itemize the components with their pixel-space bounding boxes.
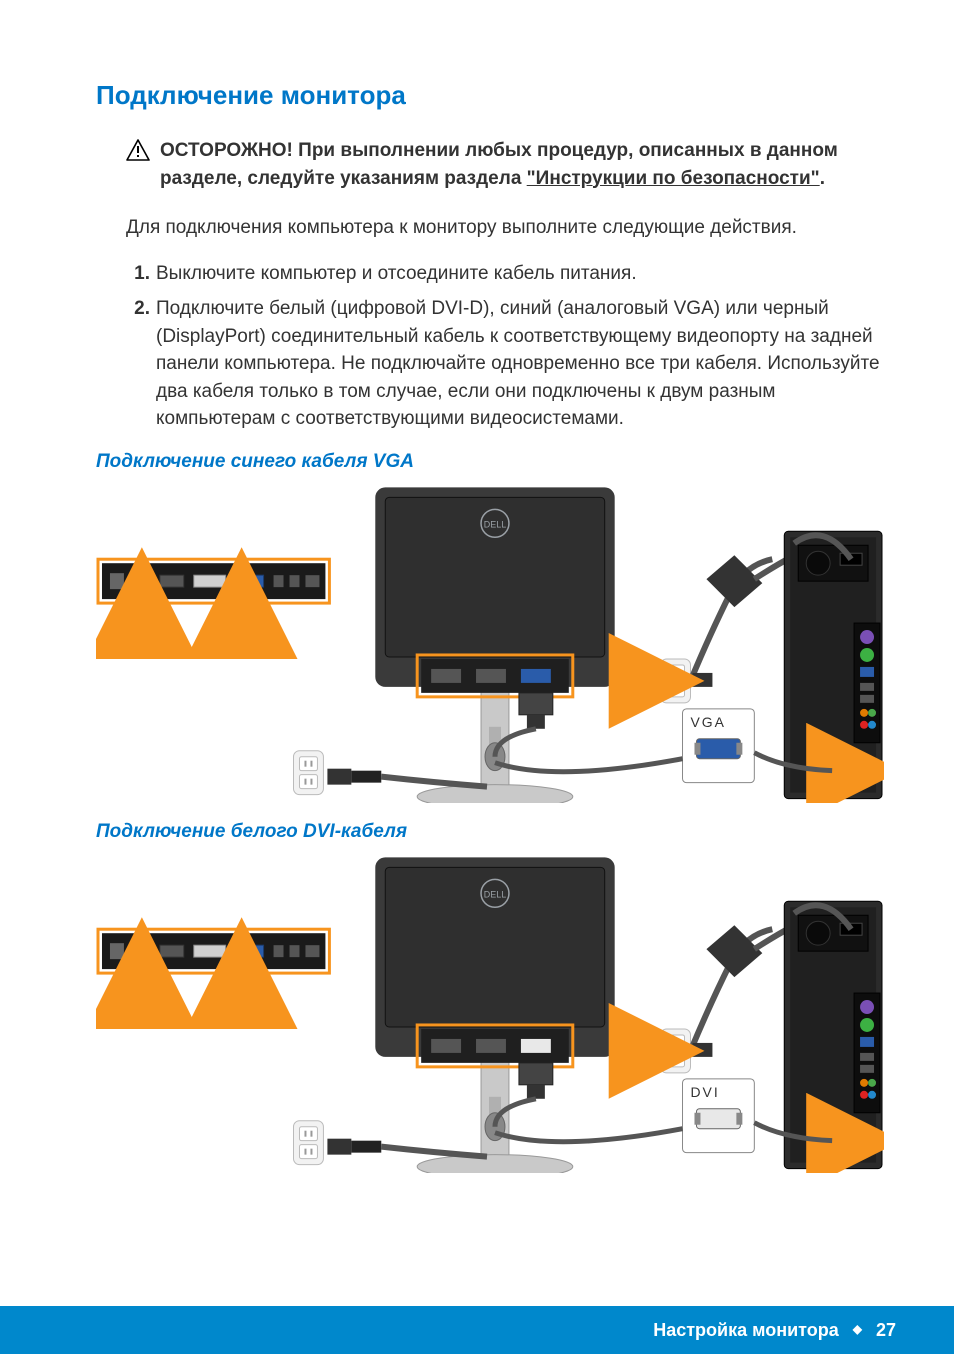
step-number: 1. — [126, 260, 150, 288]
page-footer: Настройка монитора ◆ 27 — [0, 1306, 954, 1354]
caution-text: ОСТОРОЖНО! При выполнении любых процедур… — [160, 137, 884, 192]
svg-text:DELL: DELL — [484, 889, 506, 899]
safety-instructions-link[interactable]: "Инструкции по безопасности" — [527, 168, 820, 189]
diagram-dvi: DELL DVI — [96, 853, 884, 1173]
step-item: 2. Подключите белый (цифровой DVI-D), си… — [126, 295, 884, 433]
svg-text:DELL: DELL — [484, 519, 506, 529]
caution-tail: . — [820, 168, 825, 189]
caution-block: ОСТОРОЖНО! При выполнении любых процедур… — [126, 137, 884, 192]
warning-icon — [126, 139, 150, 166]
footer-page-number: 27 — [876, 1320, 896, 1341]
step-number: 2. — [126, 295, 150, 433]
svg-text:DVI: DVI — [690, 1084, 719, 1100]
subheading-vga: Подключение синего кабеля VGA — [96, 451, 884, 473]
intro-text: Для подключения компьютера к монитору вы… — [126, 214, 884, 242]
steps-list: 1. Выключите компьютер и отсоедините каб… — [126, 260, 884, 433]
document-page: Подключение монитора ОСТОРОЖНО! При выпо… — [0, 0, 954, 1354]
step-text: Подключите белый (цифровой DVI-D), синий… — [156, 295, 884, 433]
footer-section: Настройка монитора — [653, 1320, 839, 1341]
diagram-vga: DELL VGA — [96, 483, 884, 803]
subheading-dvi: Подключение белого DVI-кабеля — [96, 821, 884, 843]
footer-diamond-icon: ◆ — [853, 1322, 862, 1336]
step-item: 1. Выключите компьютер и отсоедините каб… — [126, 260, 884, 288]
page-title: Подключение монитора — [96, 80, 884, 111]
step-text: Выключите компьютер и отсоедините кабель… — [156, 260, 884, 288]
svg-text:VGA: VGA — [690, 714, 725, 730]
